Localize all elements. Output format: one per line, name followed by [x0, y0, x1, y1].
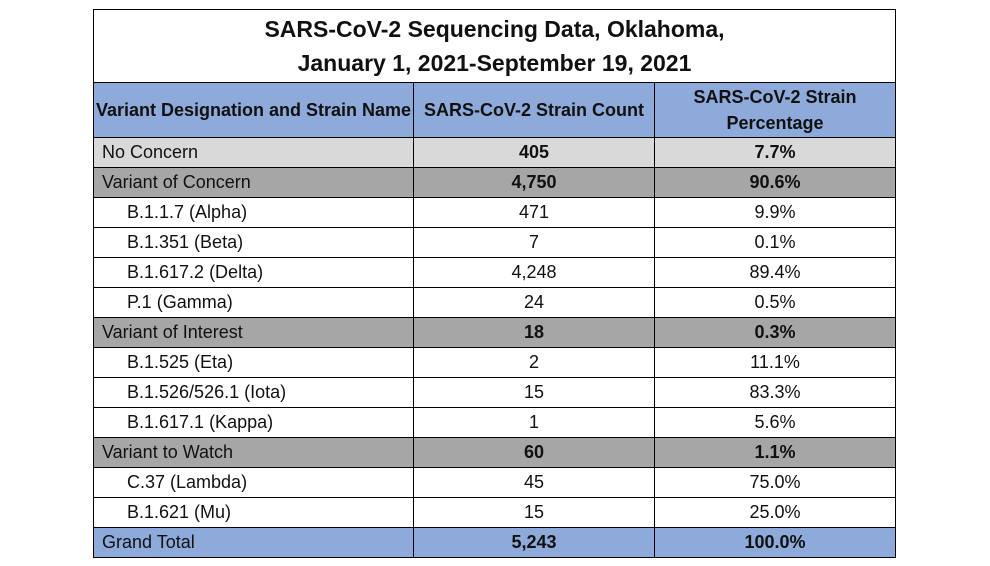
table-row: B.1.526/526.1 (Iota) 15 83.3% [93, 377, 896, 408]
table-row: C.37 (Lambda) 45 75.0% [93, 467, 896, 498]
grand-total-row: Grand Total 5,243 100.0% [93, 527, 896, 558]
row-count: 4,248 [413, 257, 655, 288]
row-name: Variant to Watch [93, 437, 414, 468]
table-row: Variant of Interest 18 0.3% [93, 317, 896, 348]
row-name: B.1.526/526.1 (Iota) [93, 377, 414, 408]
title-line-2: January 1, 2021-September 19, 2021 [297, 50, 692, 76]
row-name: P.1 (Gamma) [93, 287, 414, 318]
row-count: 5,243 [413, 527, 655, 558]
row-percentage: 0.1% [654, 227, 896, 258]
header-row: Variant Designation and Strain Name SARS… [93, 82, 896, 138]
header-strain-count: SARS-CoV-2 Strain Count [413, 82, 655, 138]
table-row: B.1.1.7 (Alpha) 471 9.9% [93, 197, 896, 228]
row-name: B.1.621 (Mu) [93, 497, 414, 528]
row-name: No Concern [93, 137, 414, 168]
sequencing-data-table: SARS-CoV-2 Sequencing Data, Oklahoma, Ja… [93, 9, 896, 558]
table-row: B.1.351 (Beta) 7 0.1% [93, 227, 896, 258]
row-percentage: 0.5% [654, 287, 896, 318]
header-variant-designation: Variant Designation and Strain Name [93, 82, 414, 138]
row-count: 60 [413, 437, 655, 468]
row-count: 4,750 [413, 167, 655, 198]
row-percentage: 7.7% [654, 137, 896, 168]
table-row: B.1.617.1 (Kappa) 1 5.6% [93, 407, 896, 438]
header-strain-percentage: SARS-CoV-2 Strain Percentage [654, 82, 896, 138]
title-line-1: SARS-CoV-2 Sequencing Data, Oklahoma, [264, 16, 725, 42]
row-count: 15 [413, 377, 655, 408]
row-count: 15 [413, 497, 655, 528]
row-percentage: 25.0% [654, 497, 896, 528]
table-row: B.1.621 (Mu) 15 25.0% [93, 497, 896, 528]
row-count: 45 [413, 467, 655, 498]
table-row: P.1 (Gamma) 24 0.5% [93, 287, 896, 318]
row-name: B.1.351 (Beta) [93, 227, 414, 258]
row-percentage: 75.0% [654, 467, 896, 498]
row-name: B.1.525 (Eta) [93, 347, 414, 378]
row-percentage: 90.6% [654, 167, 896, 198]
table-row: Variant to Watch 60 1.1% [93, 437, 896, 468]
row-count: 18 [413, 317, 655, 348]
row-name: Grand Total [93, 527, 414, 558]
row-percentage: 1.1% [654, 437, 896, 468]
row-percentage: 9.9% [654, 197, 896, 228]
row-percentage: 11.1% [654, 347, 896, 378]
row-name: B.1.617.1 (Kappa) [93, 407, 414, 438]
table-row: Variant of Concern 4,750 90.6% [93, 167, 896, 198]
row-percentage: 89.4% [654, 257, 896, 288]
row-count: 1 [413, 407, 655, 438]
table-row: B.1.617.2 (Delta) 4,248 89.4% [93, 257, 896, 288]
table-title: SARS-CoV-2 Sequencing Data, Oklahoma, Ja… [93, 9, 896, 83]
row-count: 405 [413, 137, 655, 168]
sequencing-table-container: SARS-CoV-2 Sequencing Data, Oklahoma, Ja… [93, 9, 896, 558]
row-count: 471 [413, 197, 655, 228]
row-percentage: 100.0% [654, 527, 896, 558]
row-count: 7 [413, 227, 655, 258]
row-name: Variant of Concern [93, 167, 414, 198]
row-percentage: 83.3% [654, 377, 896, 408]
row-percentage: 0.3% [654, 317, 896, 348]
row-name: C.37 (Lambda) [93, 467, 414, 498]
row-percentage: 5.6% [654, 407, 896, 438]
row-count: 24 [413, 287, 655, 318]
row-name: B.1.1.7 (Alpha) [93, 197, 414, 228]
row-name: B.1.617.2 (Delta) [93, 257, 414, 288]
table-row: B.1.525 (Eta) 2 11.1% [93, 347, 896, 378]
table-row: No Concern 405 7.7% [93, 137, 896, 168]
row-name: Variant of Interest [93, 317, 414, 348]
row-count: 2 [413, 347, 655, 378]
